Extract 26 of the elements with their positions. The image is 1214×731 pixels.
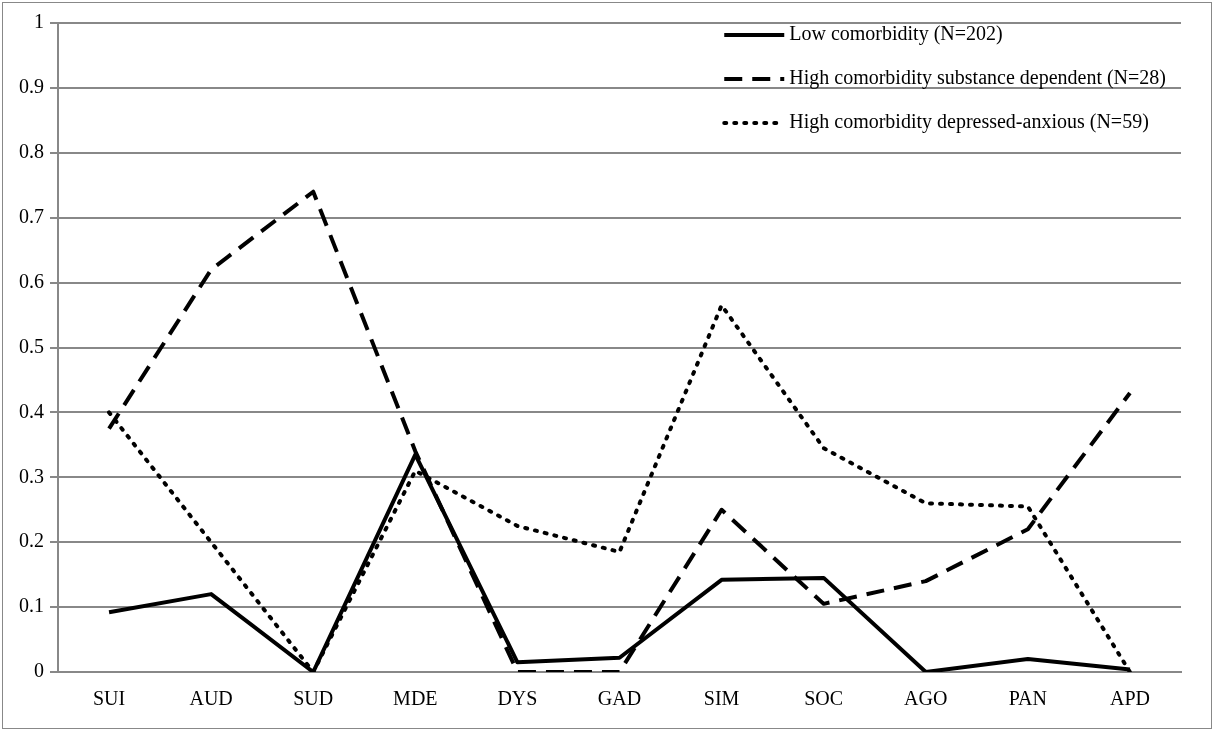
legend-label: Low comorbidity (N=202) <box>789 22 1003 46</box>
y-tick-label: 0.7 <box>19 204 44 227</box>
y-tick-label: 0.2 <box>19 529 44 552</box>
line-series <box>107 189 1132 672</box>
y-tick-label: 0.9 <box>19 75 44 98</box>
y-tick-label: 0.1 <box>19 594 44 617</box>
y-tick-label: 0.6 <box>19 269 44 292</box>
y-tick-label: 0.4 <box>19 399 44 422</box>
legend-label: High comorbidity substance dependent (N=28) <box>789 66 1166 90</box>
y-tick-label: 0 <box>34 659 44 682</box>
x-tick-label: PAN <box>1008 687 1047 710</box>
x-tick-label: GAD <box>597 687 642 710</box>
y-tick-label: 0.5 <box>19 334 44 357</box>
x-tick-label: SUD <box>293 687 334 710</box>
y-tick-label: 0.3 <box>19 464 44 487</box>
legend-label: High comorbidity depressed-anxious (N=59) <box>789 110 1149 134</box>
x-tick-label: DYS <box>497 687 538 710</box>
x-tick-label: SIM <box>703 687 740 710</box>
x-tick-label: AUD <box>189 687 233 710</box>
y-tick-label: 0.8 <box>19 140 44 163</box>
x-tick-label: SOC <box>804 687 844 710</box>
x-tick-label: SUI <box>92 687 126 710</box>
x-tick-label: MDE <box>393 687 438 710</box>
x-tick-label: APD <box>1109 687 1150 710</box>
x-tick-label: AGO <box>904 687 948 710</box>
y-tick-label: 1 <box>34 10 44 33</box>
